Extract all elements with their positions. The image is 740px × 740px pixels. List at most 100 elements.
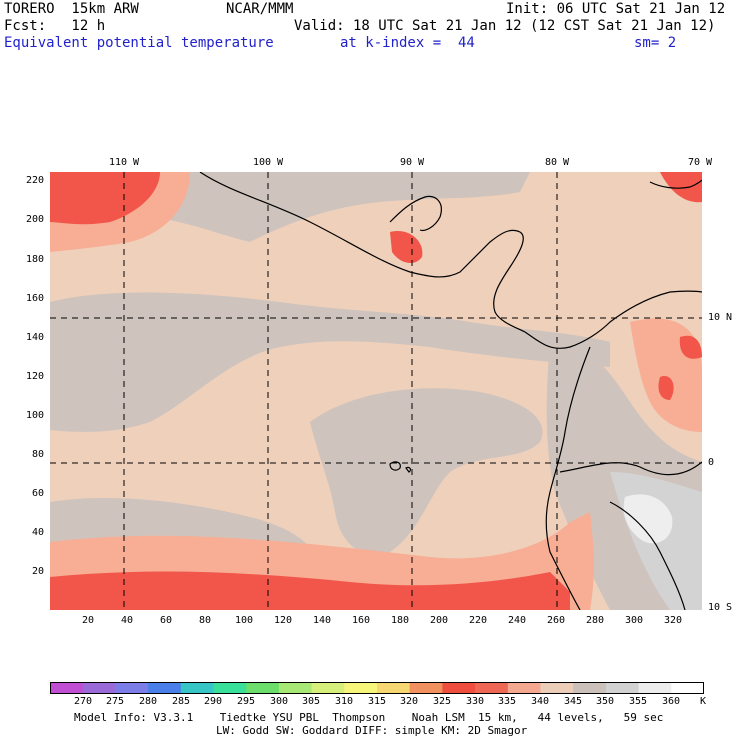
grid-x-label: 320 bbox=[663, 615, 683, 626]
grid-x-label: 240 bbox=[507, 615, 527, 626]
border-peru-brazil bbox=[609, 501, 686, 610]
colorbar-unit: K bbox=[699, 696, 707, 707]
theta-e-map bbox=[50, 172, 702, 610]
grid-x-label: 180 bbox=[390, 615, 410, 626]
theta-e-335-northwest bbox=[50, 172, 160, 225]
theta-e-335-east bbox=[658, 376, 674, 400]
colorbar-swatch bbox=[148, 682, 182, 694]
grid-x-label: 280 bbox=[585, 615, 605, 626]
colorbar-label: 330 bbox=[465, 696, 485, 707]
colorbar-label: 300 bbox=[269, 696, 289, 707]
colorbar-label: 340 bbox=[530, 696, 550, 707]
colorbar-label: 275 bbox=[105, 696, 125, 707]
grid-x-label: 100 bbox=[234, 615, 254, 626]
coastline-galapagos bbox=[389, 461, 412, 473]
colorbar bbox=[50, 682, 704, 694]
colorbar-label: 305 bbox=[301, 696, 321, 707]
grid-y-label: 60 bbox=[31, 488, 44, 499]
grid-x-label: 120 bbox=[273, 615, 293, 626]
lat-label-0: 0 bbox=[708, 457, 715, 468]
colorbar-label: 315 bbox=[367, 696, 387, 707]
theta-e-360-peak bbox=[623, 494, 673, 544]
colorbar-label: 360 bbox=[661, 696, 681, 707]
theta-e-335-central-america bbox=[390, 231, 423, 264]
lat-label-10n: 10 N bbox=[708, 312, 733, 323]
theta-e-335-northeast-1 bbox=[660, 172, 702, 203]
colorbar-swatch bbox=[540, 682, 574, 694]
grid-x-label: 60 bbox=[159, 615, 173, 626]
lat-label-10s: 10 S bbox=[708, 602, 733, 613]
forecast-hour: Fcst: 12 h bbox=[4, 18, 106, 34]
valid-time: Valid: 18 UTC Sat 21 Jan 12 (12 CST Sat … bbox=[294, 18, 716, 34]
colorbar-swatch bbox=[507, 682, 541, 694]
coastline-caribbean-islands bbox=[649, 179, 702, 189]
colorbar-swatch bbox=[246, 682, 280, 694]
colorbar-label: 320 bbox=[399, 696, 419, 707]
colorbar-label: 325 bbox=[432, 696, 452, 707]
init-time: Init: 06 UTC Sat 21 Jan 12 bbox=[506, 1, 726, 17]
coastline-yucatan bbox=[389, 195, 442, 232]
grid-x-label: 20 bbox=[81, 615, 95, 626]
colorbar-label: 310 bbox=[334, 696, 354, 707]
physics-info: LW: Godd SW: Goddard DIFF: simple KM: 2D… bbox=[216, 724, 528, 737]
theta-e-335-northeast-2 bbox=[679, 335, 702, 359]
colorbar-swatch bbox=[638, 682, 672, 694]
colorbar-swatch bbox=[50, 682, 84, 694]
lon-label-80w: 80 W bbox=[544, 157, 570, 168]
colorbar-swatch bbox=[377, 682, 411, 694]
model-title: TORERO 15km ARW bbox=[4, 1, 139, 17]
colorbar-label: 345 bbox=[563, 696, 583, 707]
grid-x-label: 260 bbox=[546, 615, 566, 626]
grid-y-label: 180 bbox=[25, 254, 44, 265]
colorbar-label: 355 bbox=[628, 696, 648, 707]
lon-label-90w: 90 W bbox=[399, 157, 425, 168]
grid-x-label: 40 bbox=[120, 615, 134, 626]
grid-x-label: 140 bbox=[312, 615, 332, 626]
colorbar-border bbox=[50, 682, 704, 694]
model-info: Model Info: V3.3.1 Tiedtke YSU PBL Thomp… bbox=[74, 711, 664, 724]
lon-label-100w: 100 W bbox=[252, 157, 284, 168]
lon-label-70w: 70 W bbox=[687, 157, 713, 168]
colorbar-swatch bbox=[213, 682, 247, 694]
grid-y-label: 140 bbox=[25, 332, 44, 343]
grid-y-label: 20 bbox=[31, 566, 44, 577]
colorbar-label: 290 bbox=[203, 696, 223, 707]
colorbar-label: 335 bbox=[497, 696, 517, 707]
grid-x-label: 300 bbox=[624, 615, 644, 626]
level-index: at k-index = 44 bbox=[340, 35, 475, 51]
grid-y-label: 40 bbox=[31, 527, 44, 538]
coastline-south-america bbox=[545, 346, 591, 610]
colorbar-swatch bbox=[442, 682, 476, 694]
grid-x-label: 160 bbox=[351, 615, 371, 626]
coastline-central-america bbox=[199, 172, 702, 349]
colorbar-swatch bbox=[180, 682, 214, 694]
grid-x-label: 80 bbox=[198, 615, 212, 626]
grid-y-label: 120 bbox=[25, 371, 44, 382]
colorbar-swatch bbox=[278, 682, 313, 694]
grid-y-label: 200 bbox=[25, 214, 44, 225]
theta-e-350-central-blob bbox=[310, 388, 543, 555]
colorbar-swatch bbox=[82, 682, 116, 694]
colorbar-swatch bbox=[311, 682, 345, 694]
smoothing: sm= 2 bbox=[634, 35, 677, 51]
colorbar-swatch bbox=[409, 682, 443, 694]
theta-e-350-west-band bbox=[50, 292, 610, 432]
colorbar-swatch bbox=[475, 682, 509, 694]
theta-e-350-north-band bbox=[90, 172, 530, 242]
grid-x-label: 200 bbox=[429, 615, 449, 626]
theta-e-335-south bbox=[50, 571, 570, 610]
grid-y-label: 160 bbox=[25, 293, 44, 304]
colorbar-label: 350 bbox=[595, 696, 615, 707]
colorbar-swatch bbox=[605, 682, 640, 694]
colorbar-swatch bbox=[573, 682, 607, 694]
field-name: Equivalent potential temperature bbox=[4, 35, 274, 51]
grid-x-label: 220 bbox=[468, 615, 488, 626]
colorbar-label: 285 bbox=[171, 696, 191, 707]
colorbar-label: 270 bbox=[73, 696, 93, 707]
colorbar-swatch bbox=[115, 682, 149, 694]
grid-y-label: 220 bbox=[25, 175, 44, 186]
colorbar-label: 295 bbox=[236, 696, 256, 707]
grid-y-label: 100 bbox=[25, 410, 44, 421]
border-andes bbox=[559, 461, 702, 476]
colorbar-swatch bbox=[671, 682, 704, 694]
